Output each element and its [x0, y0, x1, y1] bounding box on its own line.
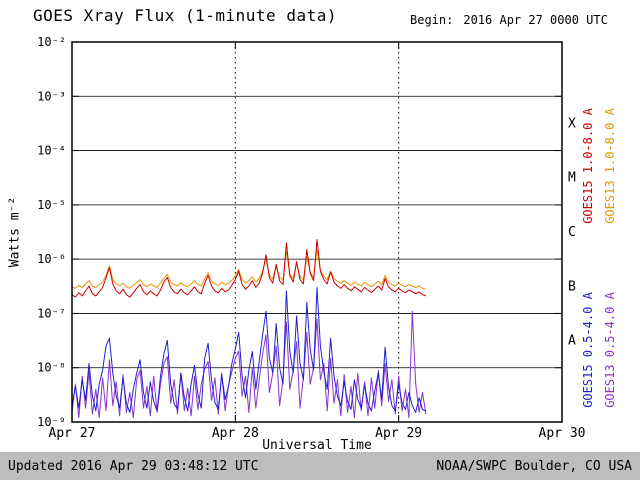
legend-goes13-short: GOES13 0.5-4.0 A [603, 292, 617, 408]
begin-label: Begin: [410, 13, 454, 27]
y-tick-label: 10⁻⁹ [37, 415, 66, 429]
y-tick-label: 10⁻² [37, 35, 66, 49]
begin-value: 2016 Apr 27 0000 UTC [463, 13, 608, 27]
x-tick-label: Apr 30 [539, 426, 586, 441]
y-tick-label: 10⁻⁸ [37, 361, 66, 375]
footer-band [0, 452, 640, 480]
y-tick-label: 10⁻⁴ [37, 144, 66, 158]
y-tick-label: 10⁻⁶ [37, 252, 66, 266]
begin-time: Begin: 2016 Apr 27 0000 UTC [410, 13, 608, 27]
y-axis-label: Watts m⁻² [7, 196, 23, 268]
series-goes13-0-5-4-0-a [71, 310, 427, 419]
x-tick-label: Apr 29 [375, 426, 422, 441]
flare-class-label: A [568, 334, 576, 349]
series-goes15-0-5-4-0-a [71, 287, 427, 413]
x-axis-label: Universal Time [262, 438, 372, 453]
updated-timestamp: Updated 2016 Apr 29 03:48:12 UTC [8, 459, 259, 474]
y-tick-label: 10⁻⁷ [37, 306, 66, 320]
legend-goes15-long: GOES15 1.0-8.0 A [581, 108, 595, 224]
source-attribution: NOAA/SWPC Boulder, CO USA [436, 459, 632, 474]
chart-title: GOES Xray Flux (1-minute data) [33, 6, 337, 25]
flare-class-label: M [568, 171, 576, 186]
plot-area [72, 42, 562, 422]
x-tick-label: Apr 27 [49, 426, 96, 441]
legend-goes13-long: GOES13 1.0-8.0 A [603, 108, 617, 224]
flare-class-label: C [568, 225, 576, 240]
y-tick-label: 10⁻³ [37, 89, 66, 103]
legend-goes15-short: GOES15 0.5-4.0 A [581, 292, 595, 408]
x-tick-label: Apr 28 [212, 426, 259, 441]
plot-frame [71, 41, 563, 423]
flare-class-label: X [568, 116, 576, 131]
flare-class-label: B [568, 279, 576, 294]
series-goes15-1-0-8-0-a [71, 239, 427, 298]
series-goes13-1-0-8-0-a [71, 249, 427, 290]
y-tick-label: 10⁻⁵ [37, 198, 66, 212]
